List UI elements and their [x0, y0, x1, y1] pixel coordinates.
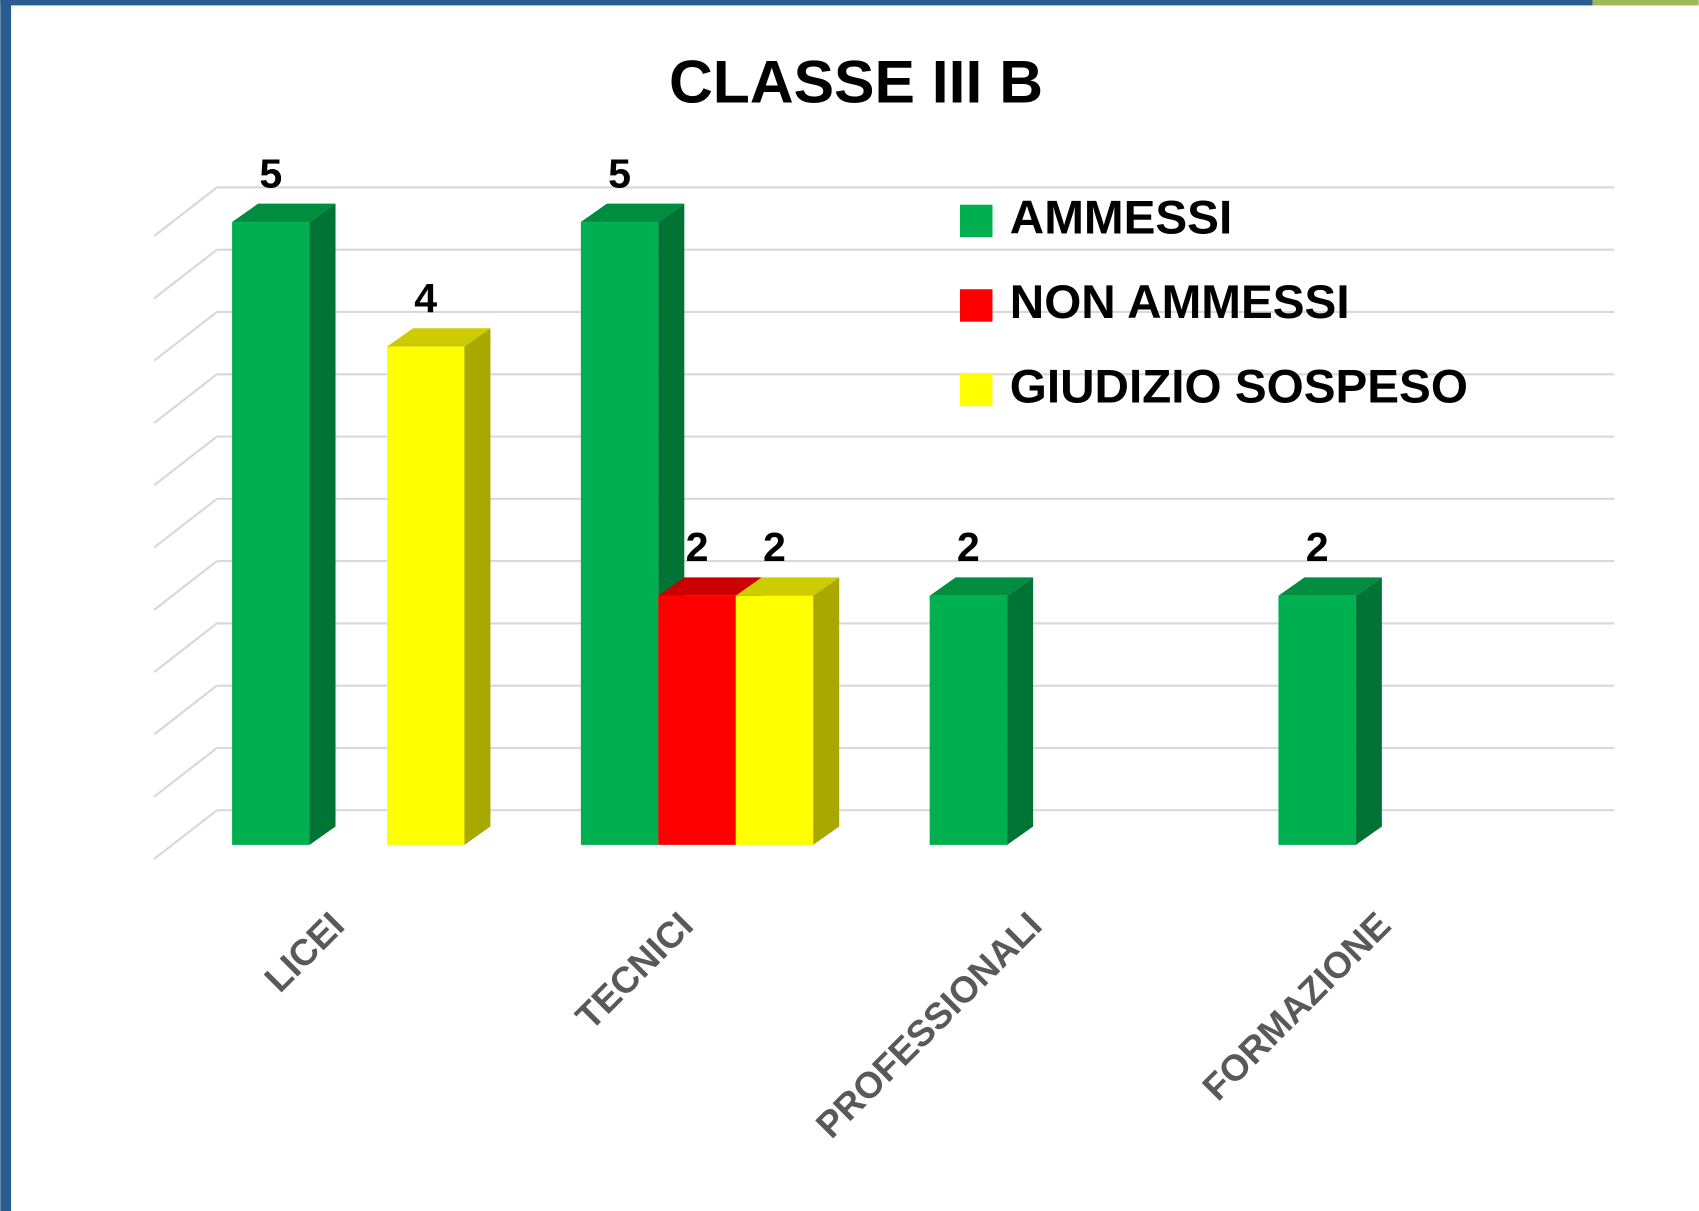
- side-grid-line: [153, 684, 218, 736]
- chart-title: CLASSE III B: [669, 48, 1043, 116]
- side-grid-line: [153, 248, 218, 300]
- side-grid-line: [153, 435, 218, 487]
- side-grid-line: [153, 809, 218, 860]
- top-accent: [1592, 0, 1699, 6]
- legend-label: NON AMMESSI: [1010, 276, 1350, 329]
- data-label: 2: [686, 524, 709, 570]
- side-grid-line: [153, 560, 218, 611]
- bar-top: [658, 577, 762, 596]
- legend-label: AMMESSI: [1010, 192, 1232, 245]
- left-border: [0, 0, 12, 1211]
- data-label: 5: [608, 150, 631, 196]
- bar-side: [309, 203, 336, 845]
- side-grid-line: [153, 186, 218, 237]
- bar-side: [1355, 577, 1382, 845]
- bar-top: [735, 577, 840, 596]
- data-label: 4: [414, 275, 437, 321]
- bar-top: [1278, 577, 1382, 596]
- data-label: 2: [957, 524, 980, 570]
- bar-side: [813, 577, 840, 845]
- bar-top: [580, 203, 685, 223]
- bar: [1278, 595, 1356, 845]
- bar: [735, 595, 814, 845]
- legend-swatch: [959, 204, 993, 238]
- bar: [929, 595, 1008, 845]
- data-label: 2: [763, 524, 786, 570]
- bar-side: [464, 328, 491, 845]
- data-label: 2: [1306, 524, 1329, 570]
- bar: [658, 595, 736, 845]
- data-label: 5: [259, 150, 282, 196]
- legend-swatch: [959, 373, 993, 407]
- bar-top: [386, 328, 491, 347]
- bar-side: [1007, 577, 1034, 845]
- legend-swatch: [959, 289, 993, 322]
- side-grid-line: [153, 497, 218, 549]
- bar: [232, 222, 310, 845]
- side-grid-line: [153, 622, 218, 673]
- side-grid-line: [153, 373, 218, 424]
- bar: [580, 222, 659, 845]
- bar: [386, 346, 465, 845]
- top-border: [0, 0, 1593, 6]
- bar-top: [929, 577, 1034, 596]
- legend-label: GIUDIZIO SOSPESO: [1010, 361, 1468, 414]
- bar-top: [232, 203, 336, 223]
- side-grid-line: [153, 747, 218, 798]
- side-grid-line: [153, 311, 218, 362]
